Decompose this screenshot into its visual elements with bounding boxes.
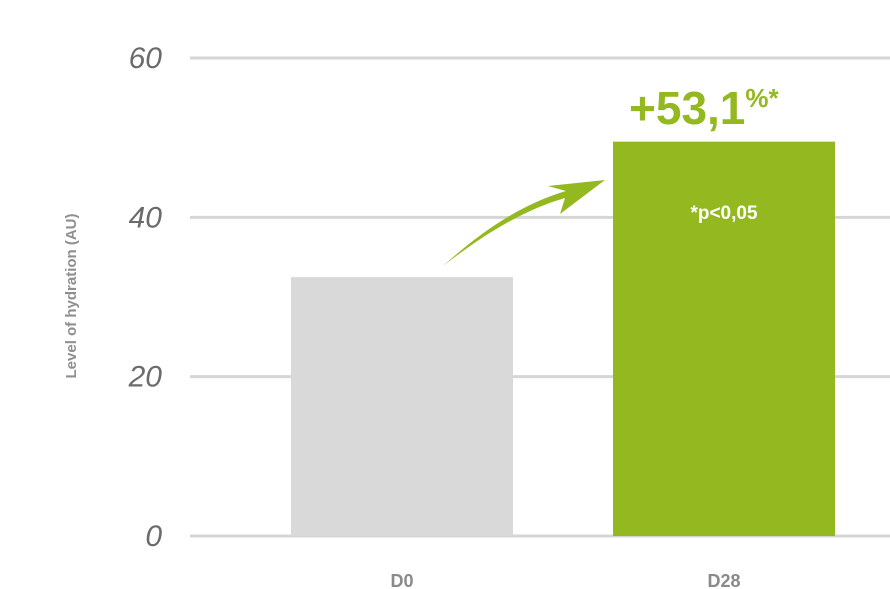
significance-label: *p<0,05 <box>690 203 758 224</box>
y-tick-label: 60 <box>129 42 163 75</box>
y-axis-ticks: 0 20 40 60 <box>128 42 163 553</box>
bar-d28 <box>613 141 835 536</box>
x-tick-label: D28 <box>707 571 740 589</box>
increase-unit: %* <box>745 83 779 113</box>
y-tick-label: 0 <box>145 520 162 553</box>
bar-d0 <box>291 277 513 536</box>
x-tick-label: D0 <box>390 571 413 589</box>
y-tick-label: 40 <box>129 201 163 234</box>
increase-value: +53,1 <box>629 82 745 134</box>
y-tick-label: 20 <box>128 361 163 394</box>
y-axis-label: Level of hydration (AU) <box>63 213 80 378</box>
bars <box>291 141 835 536</box>
increase-arrow-icon <box>443 180 605 266</box>
increase-annotation: +53,1%* <box>629 82 780 134</box>
x-axis-ticks: D0 D28 <box>390 571 740 589</box>
